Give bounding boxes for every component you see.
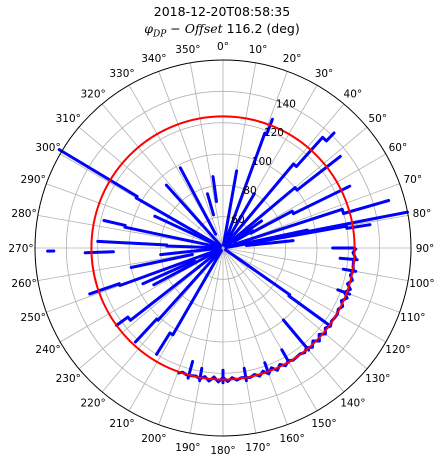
theta-tick-label: 210° [109, 418, 134, 430]
r-tick-label: 80 [243, 185, 256, 197]
subtitle-offset: − Offset [166, 21, 223, 36]
theta-tick-label: 60° [389, 142, 408, 154]
data-series [222, 169, 239, 247]
theta-tick-label: 320° [81, 88, 106, 100]
data-series [164, 183, 223, 248]
grid-spoke [189, 247, 224, 434]
data-series [141, 259, 196, 286]
data-series [223, 192, 256, 247]
theta-tick-label: 140° [340, 398, 365, 410]
grid-spoke [222, 247, 387, 343]
theta-tick-label: 70° [404, 174, 423, 186]
chart-title: 2018-12-20T08:58:35 [153, 4, 291, 19]
data-series [249, 184, 352, 235]
theta-tick-label: 40° [344, 88, 363, 100]
data-series [102, 219, 222, 249]
theta-tick-label: 0° [217, 41, 229, 53]
data-series [57, 148, 222, 248]
theta-tick-label: 290° [21, 174, 46, 186]
data-series [206, 192, 215, 217]
tick-labels: 0° 10° 20° 30° 40° 50° 60° 70° 80° 90° 100° 110° 120… [8, 41, 434, 457]
r-tick-label: 100 [252, 156, 272, 168]
theta-tick-label: 90° [416, 243, 435, 255]
theta-tick-label: 300° [35, 142, 60, 154]
theta-tick-label: 200° [141, 433, 166, 445]
grid-spoke [222, 247, 409, 282]
theta-tick-label: 100° [409, 278, 434, 290]
reference-circle [90, 115, 356, 381]
data-series [88, 247, 222, 296]
theta-tick-label: 330° [109, 68, 134, 80]
data-series [244, 239, 295, 247]
series-layer [46, 117, 409, 385]
reference-layer [90, 115, 356, 381]
theta-tick-label: 30° [315, 68, 334, 80]
data-series [223, 154, 342, 248]
theta-tick-label: 340° [141, 53, 166, 65]
grid-spoke [222, 247, 318, 412]
grid-spoke [158, 247, 224, 425]
grid-spoke [222, 247, 368, 370]
theta-tick-label: 230° [56, 373, 81, 385]
theta-tick-label: 270° [8, 243, 33, 255]
theta-tick-label: 180° [210, 445, 235, 457]
data-series [96, 239, 222, 250]
data-series [115, 248, 222, 327]
theta-tick-label: 310° [56, 113, 81, 125]
data-series [224, 219, 263, 248]
theta-tick-label: 220° [81, 398, 106, 410]
grid-spoke [222, 247, 400, 313]
theta-tick-label: 130° [365, 373, 390, 385]
theta-tick-label: 250° [21, 312, 46, 324]
grid-spoke [222, 247, 288, 425]
theta-tick-label: 150° [311, 418, 336, 430]
subtitle-value: 116.2 (deg) [226, 21, 300, 36]
theta-tick-label: 120° [385, 344, 410, 356]
data-series [133, 248, 223, 344]
theta-tick-label: 10° [249, 44, 268, 56]
subtitle-subscript: DP [153, 29, 167, 40]
data-series [224, 210, 409, 249]
data-series [83, 250, 115, 255]
theta-tick-label: 280° [11, 208, 36, 220]
data-series [159, 246, 222, 257]
grid-spoke [78, 126, 224, 249]
theta-tick-label: 50° [368, 113, 387, 125]
theta-tick-label: 170° [245, 442, 270, 454]
r-tick-label: 140 [276, 98, 296, 110]
data-series [152, 248, 222, 287]
polar-frame [34, 59, 412, 437]
data-series [224, 248, 331, 327]
theta-tick-label: 20° [283, 53, 302, 65]
data-series [129, 253, 194, 269]
theta-tick-label: 260° [11, 278, 36, 290]
data-series [178, 166, 218, 236]
data-series [222, 117, 274, 247]
r-tick-label: 60 [231, 214, 244, 226]
r-tick-label: 120 [264, 127, 284, 139]
theta-tick-label: 80° [413, 208, 432, 220]
theta-tick-label: 160° [279, 433, 304, 445]
grid-spoke [189, 62, 224, 249]
subtitle-symbol: φ [144, 21, 154, 36]
theta-tick-label: 110° [400, 312, 425, 324]
grid-spoke [46, 183, 224, 249]
grid-spoke [222, 247, 257, 434]
chart-subtitle: φDP − Offset 116.2 (deg) [0, 21, 444, 43]
grid-spoke [158, 71, 224, 249]
data-series [224, 223, 372, 249]
data-series [224, 199, 391, 249]
data-series [211, 175, 218, 203]
theta-tick-label: 350° [175, 44, 200, 56]
data-series [223, 131, 336, 248]
data-series [281, 318, 311, 352]
theta-tick-label: 190° [175, 442, 200, 454]
data-series [155, 249, 223, 356]
theta-tick-label: 240° [35, 344, 60, 356]
data-series [232, 229, 255, 244]
